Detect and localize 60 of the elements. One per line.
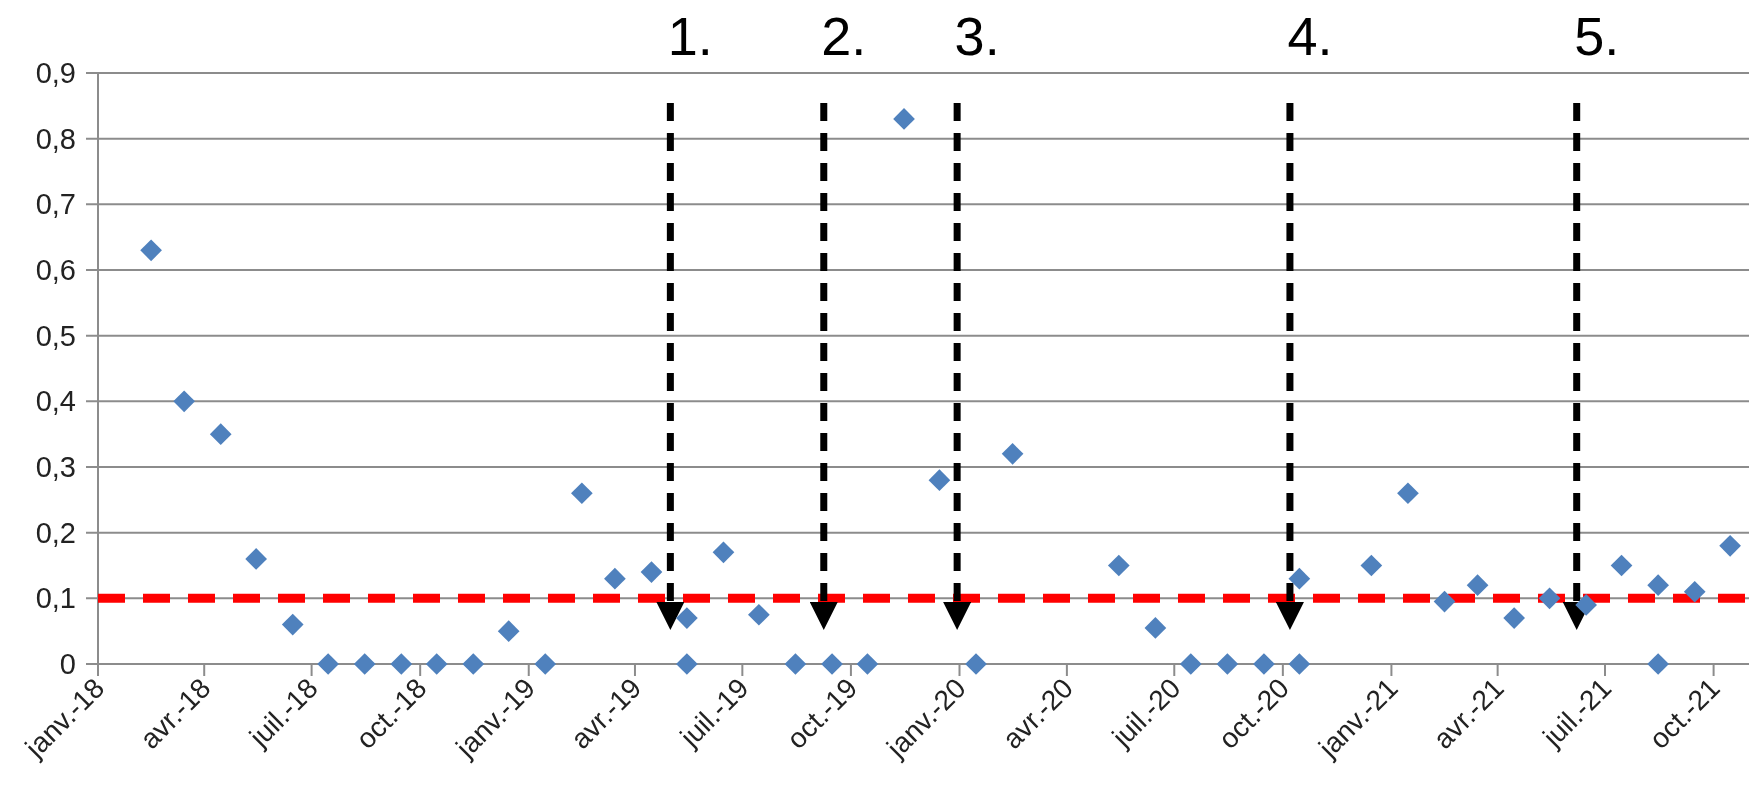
point	[1397, 482, 1419, 505]
point	[1433, 590, 1456, 613]
point	[1288, 567, 1311, 590]
point	[209, 423, 232, 446]
point	[821, 653, 843, 675]
point	[317, 653, 339, 675]
point	[1575, 594, 1597, 616]
point	[140, 239, 162, 262]
point	[534, 653, 557, 675]
point	[676, 607, 698, 629]
point	[571, 482, 593, 505]
point	[1647, 653, 1669, 675]
point	[281, 613, 304, 636]
y-tick-label: 0,8	[35, 122, 76, 155]
point	[1144, 617, 1167, 639]
y-tick-label: 0,5	[35, 319, 76, 352]
y-tick-label: 0,3	[35, 451, 76, 484]
point	[1360, 554, 1383, 577]
point	[1216, 653, 1239, 675]
ref-line-label: 3.	[954, 6, 1000, 66]
point	[712, 541, 735, 564]
y-tick-label: 0,4	[35, 385, 76, 418]
point	[928, 469, 951, 491]
y-tick-label: 0,2	[35, 516, 76, 549]
point	[1538, 587, 1561, 610]
point	[1179, 653, 1202, 675]
point	[173, 390, 195, 413]
point	[245, 548, 267, 570]
y-tick-label: 0,7	[35, 188, 76, 221]
y-tick-label: 0,9	[35, 57, 76, 90]
point	[1503, 607, 1525, 629]
point	[1107, 554, 1130, 577]
point	[425, 653, 448, 675]
y-tick-label: 0	[59, 648, 76, 681]
point	[353, 653, 376, 675]
point	[390, 653, 413, 675]
point	[497, 620, 520, 643]
ref-line-label: 1.	[667, 6, 713, 66]
point	[748, 603, 770, 626]
point	[1683, 580, 1706, 603]
point	[1253, 653, 1275, 675]
point	[1610, 554, 1633, 577]
ref-line-label: 4.	[1287, 6, 1333, 66]
point	[893, 108, 915, 130]
ref-line-label: 5.	[1574, 6, 1620, 66]
point	[856, 653, 879, 675]
point	[604, 567, 626, 590]
y-tick-label: 0,6	[35, 254, 76, 287]
point	[1001, 443, 1024, 465]
point	[1466, 574, 1489, 597]
point	[1719, 534, 1741, 557]
y-tick-label: 0,1	[35, 582, 76, 615]
point	[462, 653, 485, 675]
point	[1288, 653, 1311, 675]
ref-line-label: 2.	[821, 6, 867, 66]
point	[965, 653, 987, 675]
point	[784, 653, 807, 675]
point	[1647, 574, 1669, 597]
point	[640, 561, 663, 583]
point	[676, 653, 698, 675]
